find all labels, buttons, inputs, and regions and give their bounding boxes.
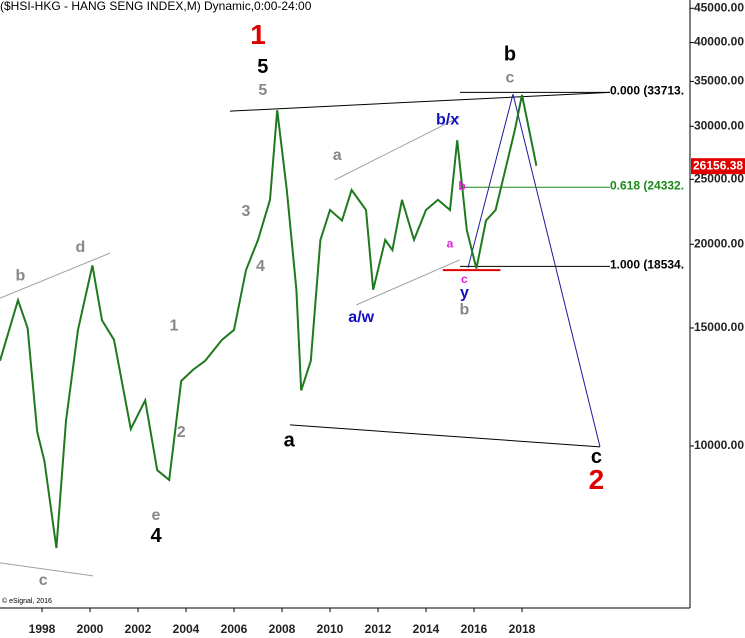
credit: © eSignal, 2016 xyxy=(2,597,52,605)
x-tick-label: 2018 xyxy=(509,622,536,636)
wave-label: b xyxy=(16,267,26,284)
trend-line xyxy=(229,91,611,112)
y-tick-label: 45000.00 xyxy=(694,0,744,14)
wave-label: b/x xyxy=(436,111,459,128)
wave-label: a xyxy=(284,429,296,451)
fib-label: 0.000 (33713. xyxy=(610,83,684,97)
wave-label: 1 xyxy=(250,19,266,50)
x-tick-label: 2012 xyxy=(365,622,392,636)
x-tick-label: 2016 xyxy=(461,622,488,636)
x-tick-label: 2000 xyxy=(77,622,104,636)
x-tick-label: 1998 xyxy=(29,622,56,636)
wave-label: b xyxy=(460,301,470,318)
fib-label: 1.000 (18534. xyxy=(610,258,684,272)
y-tick-label: 15000.00 xyxy=(694,320,744,334)
wave-label: 5 xyxy=(258,82,267,99)
wave-label: 2 xyxy=(177,424,186,441)
wave-label: 5 xyxy=(257,56,268,78)
wave-label: e xyxy=(152,507,161,524)
wave-label: 2 xyxy=(589,464,605,495)
trend-line xyxy=(334,116,460,181)
wave-label: d xyxy=(76,239,86,256)
fib-label: 0.618 (24332. xyxy=(610,178,684,192)
wave-label: a xyxy=(447,236,454,250)
y-tick-label: 40000.00 xyxy=(694,35,744,49)
wave-label: y xyxy=(460,284,469,301)
wave-label: c xyxy=(39,572,48,589)
trend-line xyxy=(0,252,111,299)
x-tick-label: 2014 xyxy=(413,622,440,636)
wave-label: b xyxy=(504,43,516,65)
trend-line xyxy=(0,562,94,577)
price-line xyxy=(0,94,538,549)
wave-label: 4 xyxy=(150,525,162,547)
wave-label: 4 xyxy=(256,258,265,275)
y-tick-label: 30000.00 xyxy=(694,118,744,132)
wave-label: c xyxy=(506,69,515,86)
trend-line xyxy=(356,259,460,306)
wave-label: a/w xyxy=(348,309,374,326)
x-tick-label: 2004 xyxy=(173,622,200,636)
wave-label: c xyxy=(461,272,468,286)
trend-line xyxy=(289,424,601,448)
y-tick-label: 10000.00 xyxy=(694,438,744,452)
last-price-box xyxy=(691,158,745,175)
chart-title: ($HSI-HKG - HANG SENG INDEX,M) Dynamic,0… xyxy=(0,0,312,13)
x-tick-label: 2002 xyxy=(125,622,152,636)
wave-label: 3 xyxy=(242,203,251,220)
wave-label: 1 xyxy=(170,317,179,334)
wave-label: b xyxy=(458,179,465,193)
x-tick-label: 2008 xyxy=(269,622,296,636)
wave-label: a xyxy=(333,147,342,164)
wave-label: c xyxy=(591,446,602,468)
y-tick-label: 35000.00 xyxy=(694,74,744,88)
y-tick-label: 20000.00 xyxy=(694,236,744,250)
trend-line xyxy=(467,94,514,268)
x-tick-label: 2006 xyxy=(221,622,248,636)
x-tick-label: 2010 xyxy=(317,622,344,636)
last-price-label: 26156.38 xyxy=(693,158,743,172)
y-tick-label: 25000.00 xyxy=(694,171,744,185)
trend-line xyxy=(512,94,601,447)
